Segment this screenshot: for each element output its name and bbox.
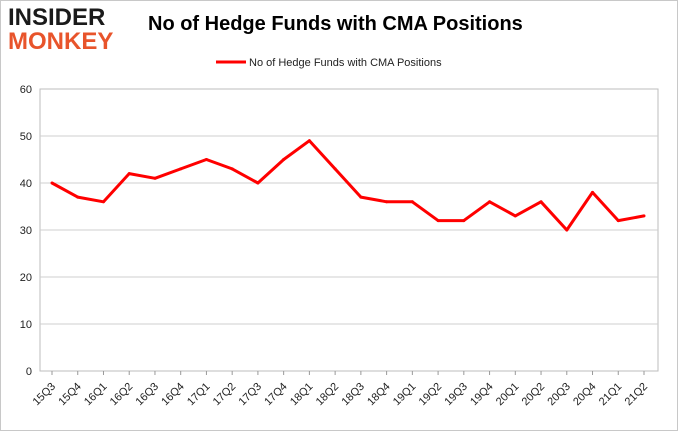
data-point-15Q4	[76, 195, 80, 199]
x-tick-label-21Q1: 21Q1	[597, 381, 625, 409]
x-tick-label-20Q1: 20Q1	[494, 381, 522, 409]
data-point-17Q3	[256, 181, 260, 185]
x-tick-label-20Q3: 20Q3	[545, 381, 573, 409]
x-tick-label-15Q3: 15Q3	[31, 381, 59, 409]
data-point-17Q1	[204, 158, 208, 161]
y-tick-label-10: 10	[20, 319, 32, 331]
x-tick-label-18Q3: 18Q3	[339, 381, 367, 409]
data-point-16Q2	[127, 172, 131, 176]
data-point-17Q2	[230, 167, 234, 171]
data-point-19Q3	[462, 219, 466, 223]
data-point-19Q1	[410, 200, 414, 204]
x-tick-label-21Q2: 21Q2	[623, 381, 651, 409]
x-tick-label-17Q2: 17Q2	[211, 381, 239, 409]
x-tick-label-17Q4: 17Q4	[262, 381, 290, 409]
data-point-17Q4	[282, 158, 286, 161]
x-tick-label-19Q4: 19Q4	[468, 381, 496, 409]
x-tick-label-17Q1: 17Q1	[185, 381, 213, 409]
data-point-21Q1	[616, 219, 620, 223]
data-point-21Q2	[642, 214, 646, 218]
data-point-18Q4	[385, 200, 389, 204]
x-tick-label-16Q4: 16Q4	[159, 381, 187, 409]
x-tick-label-20Q2: 20Q2	[520, 381, 548, 409]
x-tick-label-19Q3: 19Q3	[442, 381, 470, 409]
y-tick-label-40: 40	[20, 178, 32, 190]
x-tick-label-16Q2: 16Q2	[108, 381, 136, 409]
data-point-18Q3	[359, 195, 363, 199]
data-point-16Q3	[153, 176, 157, 180]
y-tick-label-30: 30	[20, 225, 32, 237]
x-tick-label-19Q1: 19Q1	[391, 381, 419, 409]
insider-monkey-logo: INSIDER MONKEY	[8, 6, 128, 56]
data-point-16Q4	[179, 167, 183, 171]
data-point-16Q1	[101, 200, 105, 204]
x-tick-label-18Q2: 18Q2	[314, 381, 342, 409]
x-tick-label-17Q3: 17Q3	[237, 381, 265, 409]
x-tick-label-15Q4: 15Q4	[56, 381, 84, 409]
y-tick-label-0: 0	[26, 366, 32, 378]
y-tick-label-20: 20	[20, 272, 32, 284]
data-point-15Q3	[50, 181, 54, 185]
logo-line-1: INSIDER	[8, 4, 106, 31]
data-point-20Q3	[565, 228, 569, 232]
x-tick-label-18Q1: 18Q1	[288, 381, 316, 409]
y-tick-label-60: 60	[20, 84, 32, 96]
series-line-0	[51, 139, 645, 232]
data-point-20Q4	[591, 190, 595, 194]
x-tick-label-20Q4: 20Q4	[571, 381, 599, 409]
y-tick-label-50: 50	[20, 131, 32, 143]
data-point-19Q4	[488, 200, 492, 204]
x-tick-label-19Q2: 19Q2	[417, 381, 445, 409]
chart-title: No of Hedge Funds with CMA Positions	[148, 13, 523, 35]
x-tick-label-18Q4: 18Q4	[365, 381, 393, 409]
data-point-20Q1	[513, 214, 517, 218]
x-tick-label-16Q1: 16Q1	[82, 381, 110, 409]
data-point-19Q2	[436, 219, 440, 223]
data-point-18Q1	[307, 139, 311, 143]
logo-line-2: MONKEY	[8, 28, 114, 55]
data-point-20Q2	[539, 200, 543, 204]
x-tick-label-16Q3: 16Q3	[134, 381, 162, 409]
legend-label: No of Hedge Funds with CMA Positions	[249, 57, 442, 69]
data-point-18Q2	[333, 167, 337, 171]
